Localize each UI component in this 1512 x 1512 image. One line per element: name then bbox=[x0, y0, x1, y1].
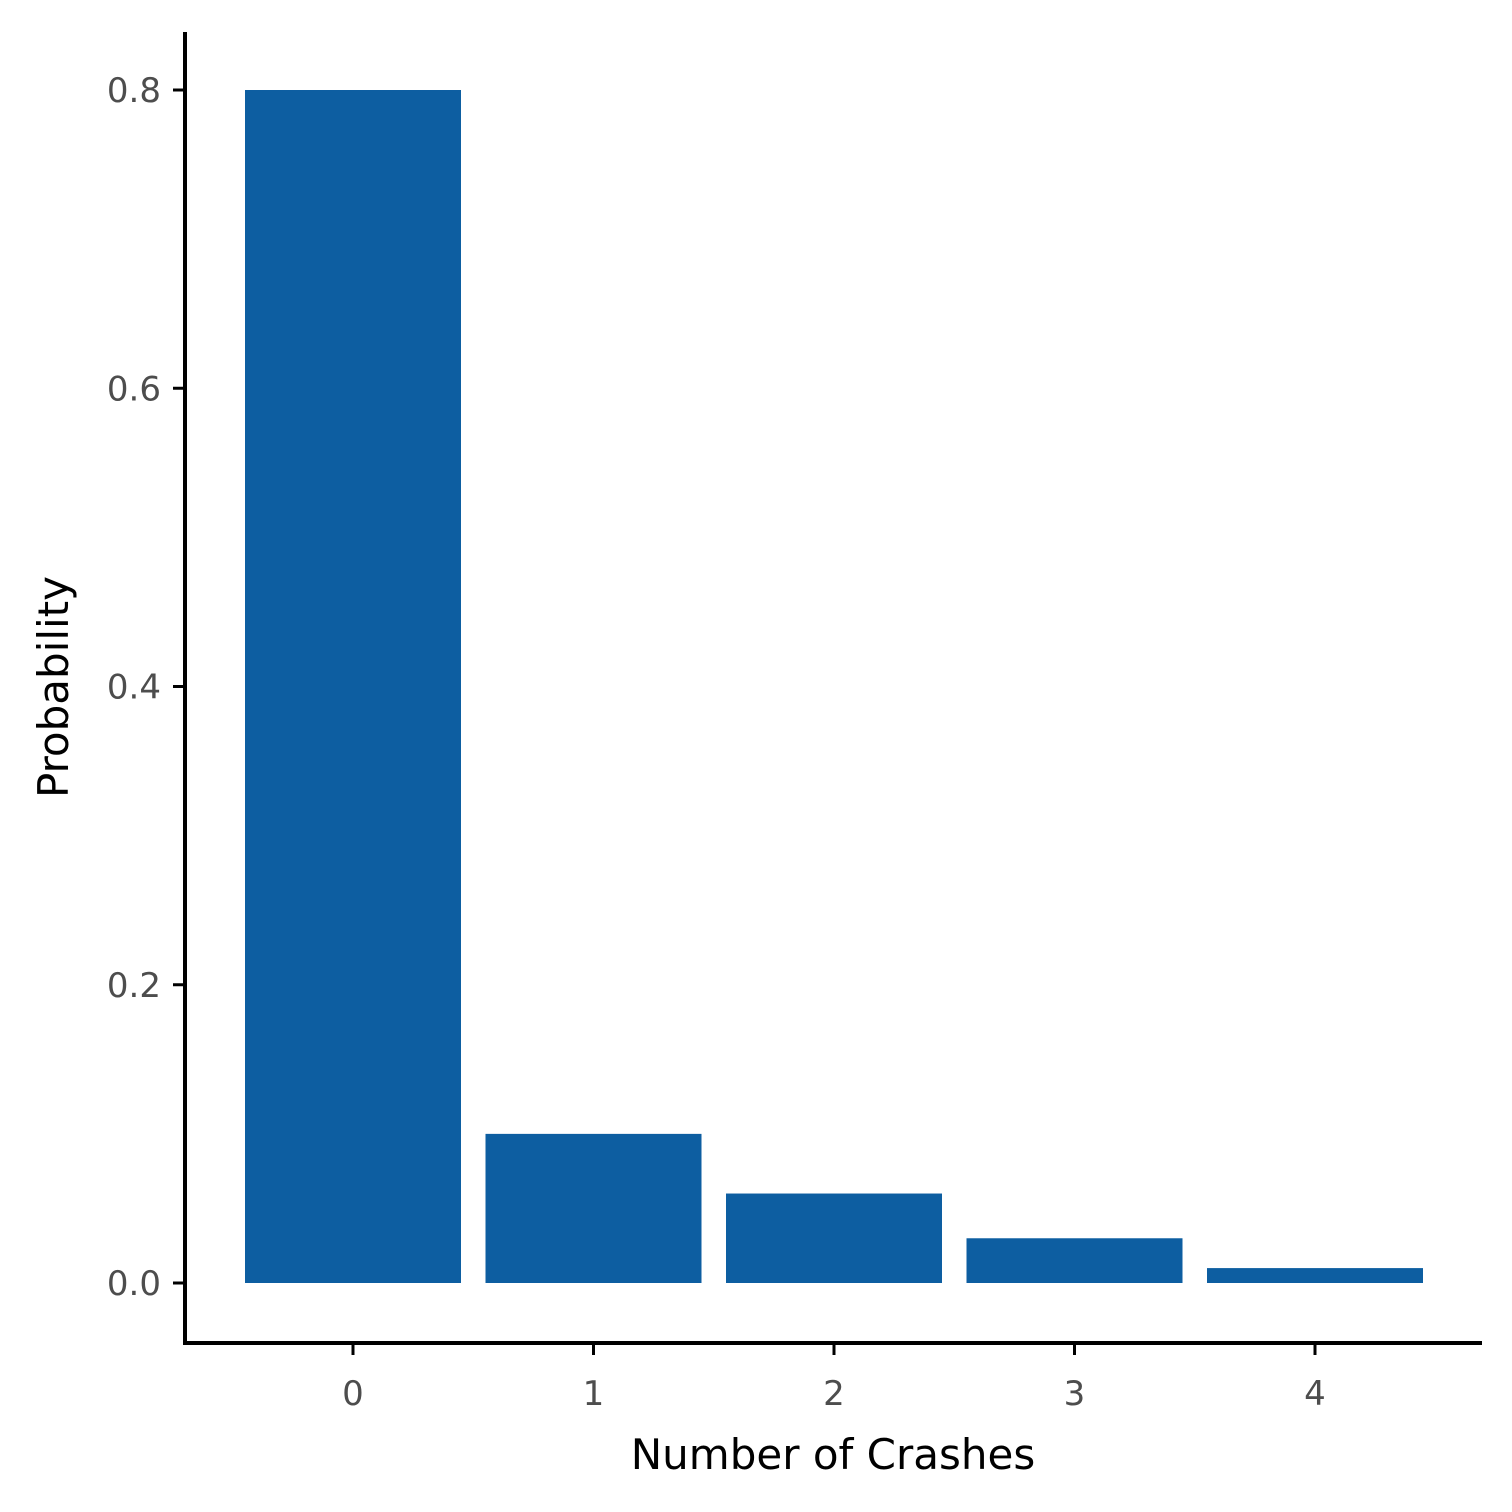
y-tick-label-0.0: 0.0 bbox=[107, 1264, 161, 1304]
x-tick-label-0: 0 bbox=[342, 1374, 364, 1414]
y-axis-ticks: 0.0 0.2 0.4 0.6 0.8 bbox=[107, 71, 185, 1304]
x-tick-label-2: 2 bbox=[823, 1374, 845, 1414]
x-axis-ticks: 0 1 2 3 4 bbox=[342, 1343, 1326, 1414]
y-tick-label-0.4: 0.4 bbox=[107, 668, 161, 708]
x-tick-label-4: 4 bbox=[1304, 1374, 1326, 1414]
y-tick-label-0.2: 0.2 bbox=[107, 966, 161, 1006]
y-tick-label-0.6: 0.6 bbox=[107, 369, 161, 409]
bars-group bbox=[245, 90, 1423, 1283]
x-axis-title: Number of Crashes bbox=[631, 1430, 1035, 1479]
bar-1 bbox=[485, 1133, 702, 1283]
x-tick-label-1: 1 bbox=[583, 1374, 605, 1414]
x-tick-label-3: 3 bbox=[1064, 1374, 1086, 1414]
bar-2 bbox=[726, 1193, 942, 1283]
y-axis-title: Probability bbox=[29, 576, 78, 798]
bar-3 bbox=[966, 1238, 1183, 1283]
bar-0 bbox=[245, 90, 461, 1283]
y-tick-label-0.8: 0.8 bbox=[107, 71, 161, 111]
bar-4 bbox=[1207, 1268, 1423, 1283]
